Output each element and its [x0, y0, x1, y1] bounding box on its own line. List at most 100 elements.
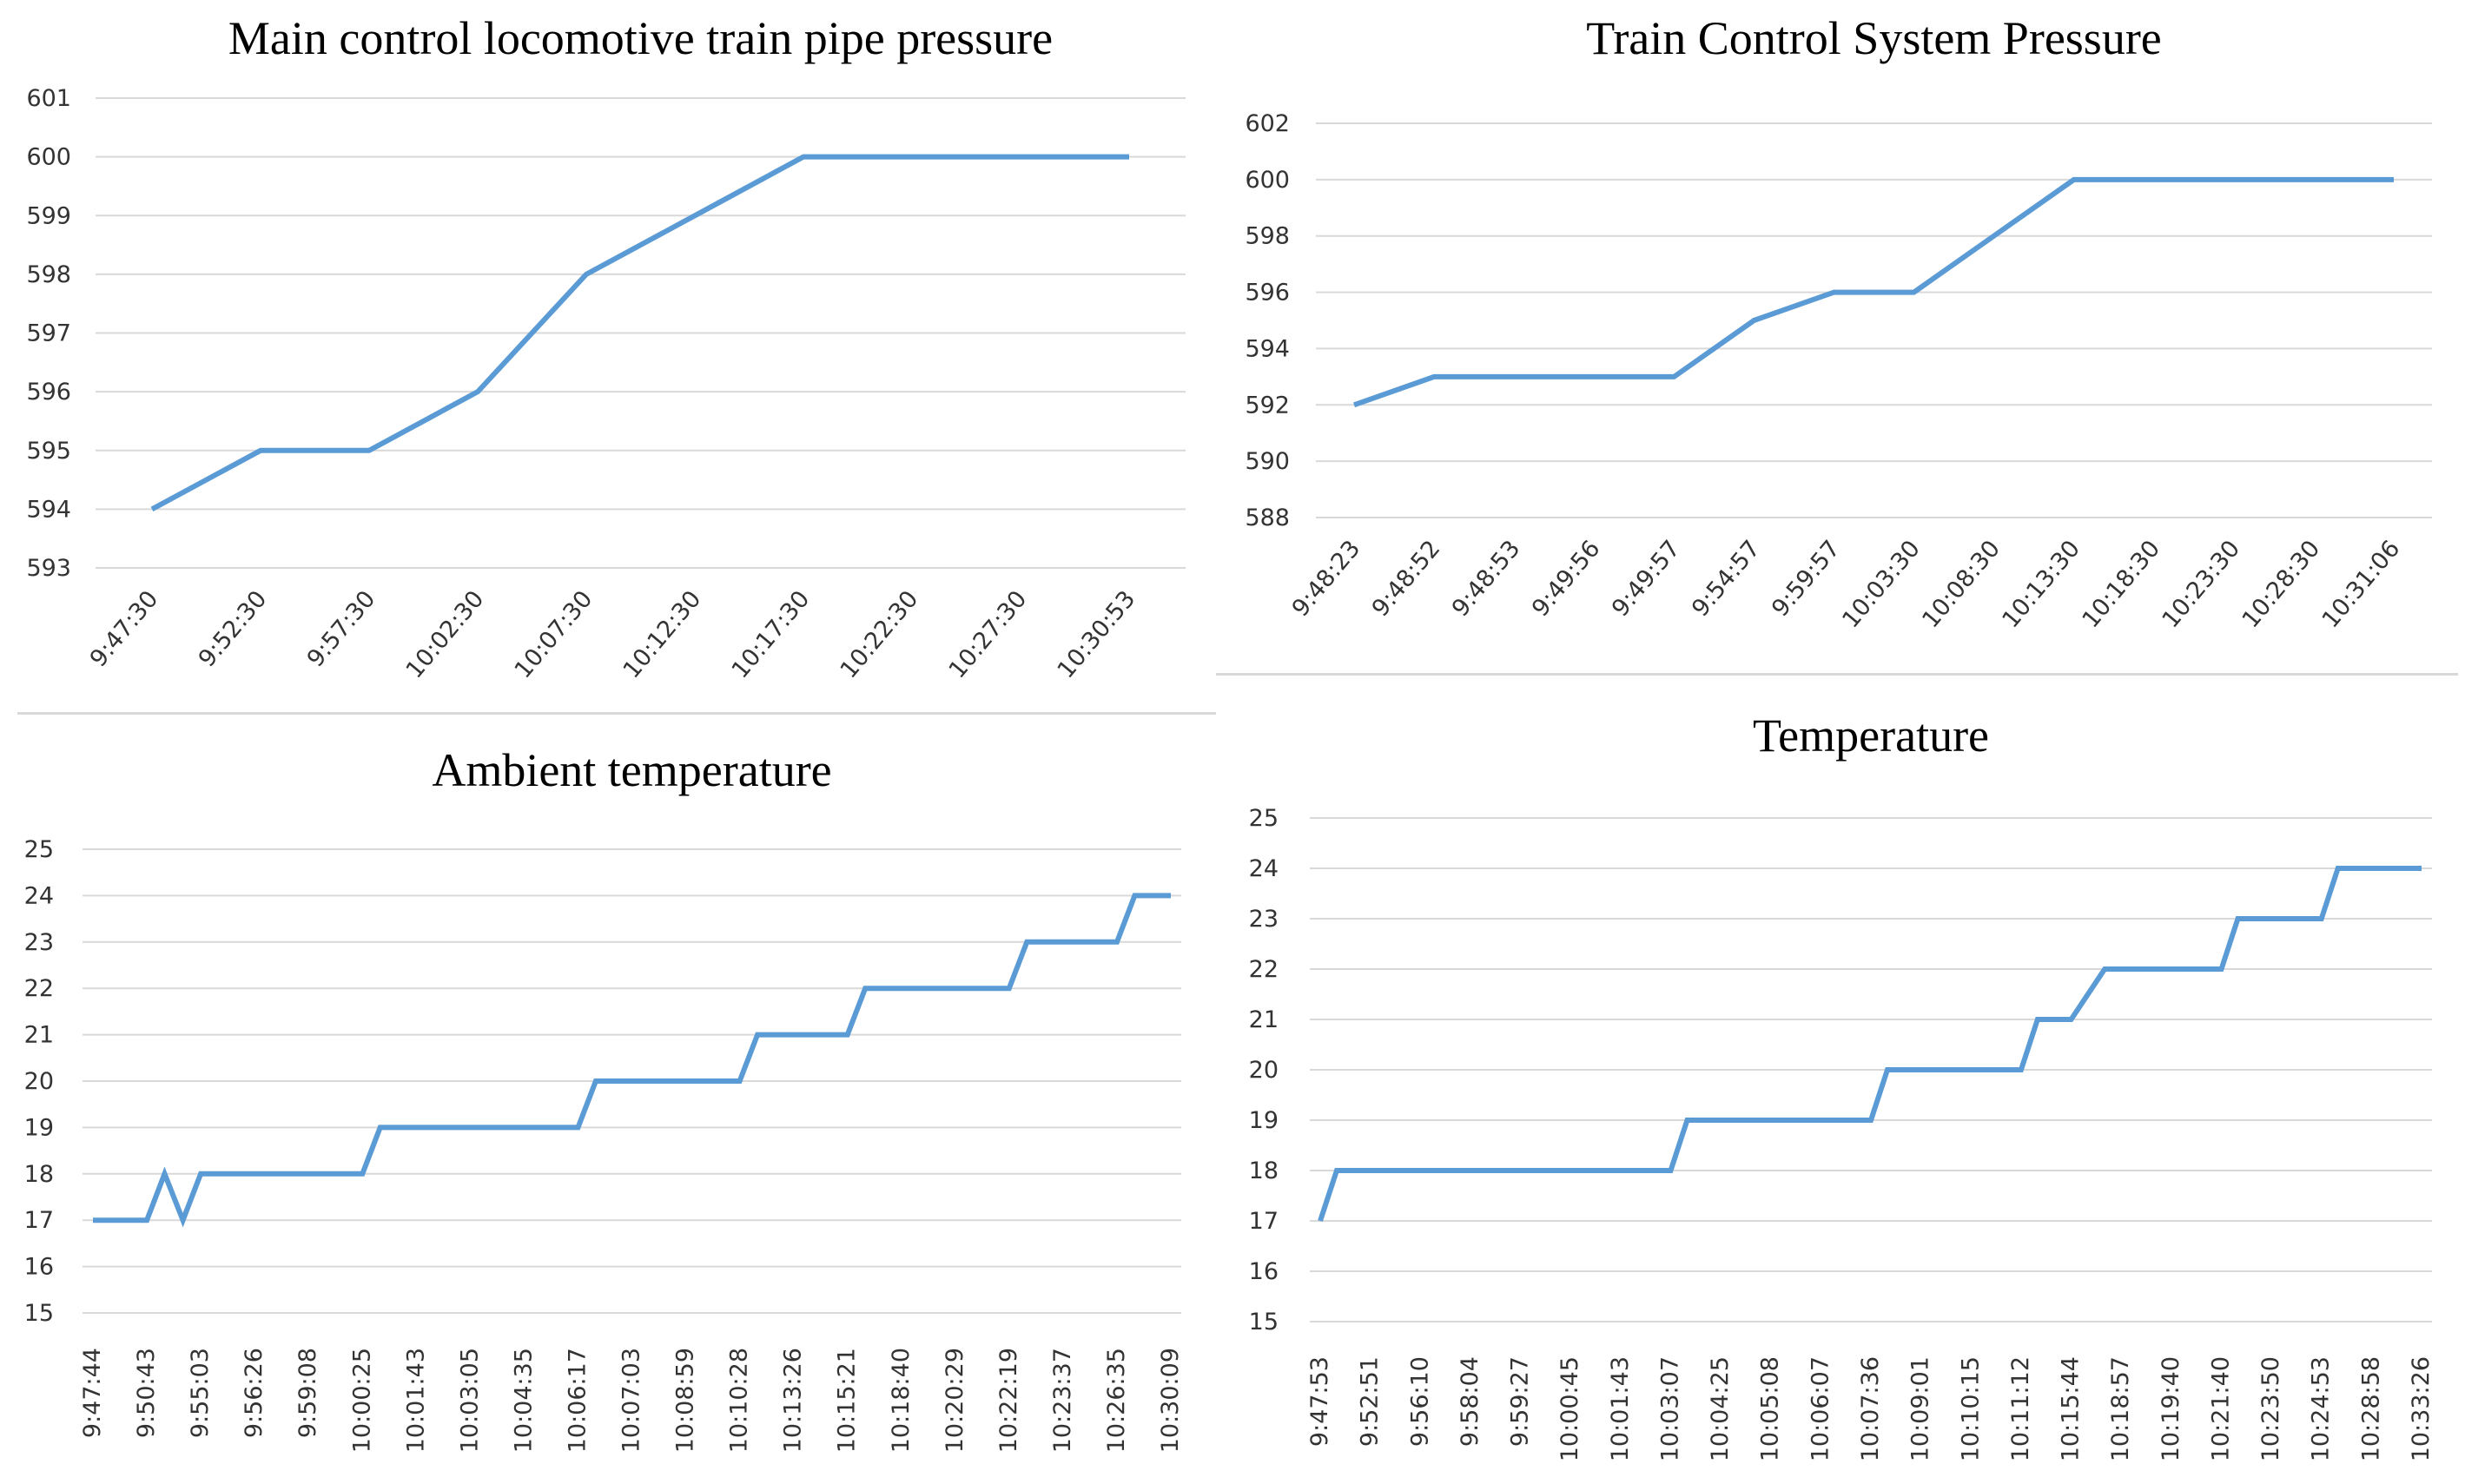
x-tick-label: 9:54:57	[1687, 536, 1766, 623]
chart-train-control-system-pressure: Train Control System Pressure 588 590 592 59…	[1216, 0, 2465, 686]
data-point	[475, 389, 480, 394]
data-point	[144, 1217, 149, 1223]
data-point	[2218, 966, 2224, 972]
data-point	[1968, 1067, 1973, 1072]
data-point	[1818, 1118, 1823, 1123]
x-tick-label: 9:57:30	[302, 586, 381, 673]
data-point	[692, 213, 697, 218]
y-tick-label: 598	[1245, 223, 1290, 250]
data-point	[306, 1171, 311, 1177]
divider-horizontal-right	[1216, 673, 2458, 676]
divider-horizontal-left	[17, 712, 1216, 715]
x-tick-label: 10:06:07	[1807, 1356, 1834, 1461]
x-tick-label: 10:28:30	[2237, 536, 2326, 634]
x-tick-label: 10:28:58	[2357, 1356, 2384, 1461]
y-tick-label: 594	[26, 496, 71, 523]
x-tick-label: 9:58:04	[1457, 1356, 1484, 1447]
x-tick-label: 9:47:53	[1306, 1356, 1333, 1447]
data-point	[360, 1171, 365, 1177]
data-point	[1868, 1118, 1874, 1123]
x-tick-label: 9:49:57	[1607, 536, 1686, 623]
data-point	[1568, 1168, 1573, 1173]
x-tick-label: 9:48:53	[1447, 536, 1526, 623]
data-point	[1132, 893, 1137, 898]
chart-svg: Ambient temperature 15 16 17 18 19 20 21 22 23 24 2…	[24, 744, 1184, 1453]
data-point	[2336, 866, 2341, 871]
x-tick-label: 10:26:35	[1103, 1348, 1130, 1453]
data-point	[1591, 374, 1596, 379]
x-tick-label: 10:08:59	[672, 1348, 699, 1453]
x-tick-label: 10:04:35	[510, 1348, 537, 1453]
y-tick-label: 19	[1249, 1107, 1279, 1134]
x-tick-label: 10:03:05	[456, 1348, 483, 1453]
data-point	[521, 1125, 526, 1130]
y-tick-label: 595	[26, 438, 71, 465]
series-line	[150, 154, 1129, 512]
data-point	[149, 506, 155, 511]
data-point	[413, 1125, 419, 1130]
x-tick-label: 10:18:57	[2107, 1356, 2134, 1461]
data-point	[1018, 155, 1023, 160]
y-tick-label: 15	[24, 1300, 54, 1327]
data-point	[1468, 1168, 1473, 1173]
x-tick-label: 9:47:30	[85, 586, 164, 673]
data-point	[1992, 234, 1997, 239]
series-line	[1353, 176, 2394, 408]
y-tick-label: 22	[24, 975, 54, 1002]
y-tick-label: 25	[1249, 805, 1279, 832]
data-point	[1831, 290, 1836, 295]
x-tick-label: 10:19:40	[2158, 1356, 2184, 1461]
x-tick-label: 9:56:26	[241, 1348, 268, 1438]
data-point	[2035, 1017, 2040, 1022]
x-tick-label: 10:27:30	[944, 586, 1033, 684]
data-point	[2419, 866, 2424, 871]
y-tick-label: 16	[24, 1254, 54, 1281]
x-tick-label: 10:31:06	[2317, 536, 2406, 634]
data-point	[2391, 177, 2396, 182]
data-point	[1919, 1067, 1924, 1072]
x-tick-label: 10:10:15	[1957, 1356, 1984, 1461]
y-tick-label: 18	[1249, 1158, 1279, 1184]
data-point	[2102, 966, 2107, 972]
data-point	[630, 1078, 635, 1084]
data-point	[2369, 866, 2374, 871]
data-point	[2151, 177, 2157, 182]
data-point	[1431, 374, 1437, 379]
x-tick-label: 10:07:03	[618, 1348, 645, 1453]
data-point	[367, 448, 372, 453]
x-tick-label: 9:56:10	[1406, 1356, 1433, 1447]
x-tick-label: 10:20:29	[942, 1348, 968, 1453]
data-point	[1127, 155, 1132, 160]
data-point	[1511, 374, 1517, 379]
chart-title: Train Control System Pressure	[1586, 12, 2162, 64]
data-point	[1518, 1168, 1523, 1173]
data-point	[2118, 966, 2124, 972]
data-point	[575, 1125, 580, 1130]
data-point	[1618, 1168, 1623, 1173]
data-point	[1318, 1218, 1323, 1223]
data-point	[737, 1078, 743, 1084]
x-tick-label: 10:24:53	[2308, 1356, 2335, 1461]
chart-title: Temperature	[1753, 709, 1989, 762]
y-tick-label: 17	[24, 1207, 54, 1234]
data-point	[1912, 290, 1917, 295]
x-tick-label: 10:04:25	[1707, 1356, 1734, 1461]
x-tick-label: 9:49:56	[1527, 536, 1606, 623]
data-point	[2169, 966, 2174, 972]
x-tick-label: 10:30:09	[1157, 1348, 1184, 1453]
data-point	[1114, 940, 1120, 945]
data-point	[1718, 1118, 1723, 1123]
y-tick-label: 15	[1249, 1309, 1279, 1336]
data-point	[1768, 1118, 1774, 1123]
data-point	[258, 448, 263, 453]
y-tick-label: 18	[24, 1161, 54, 1188]
data-point	[1168, 893, 1173, 898]
y-tick-label: 596	[26, 379, 71, 406]
data-point	[2319, 916, 2324, 921]
data-point	[2072, 177, 2077, 182]
y-tick-label: 599	[26, 202, 71, 229]
x-tick-label: 9:59:27	[1507, 1356, 1534, 1447]
data-point	[2231, 177, 2237, 182]
series-line	[93, 893, 1171, 1228]
data-point	[1418, 1168, 1423, 1173]
